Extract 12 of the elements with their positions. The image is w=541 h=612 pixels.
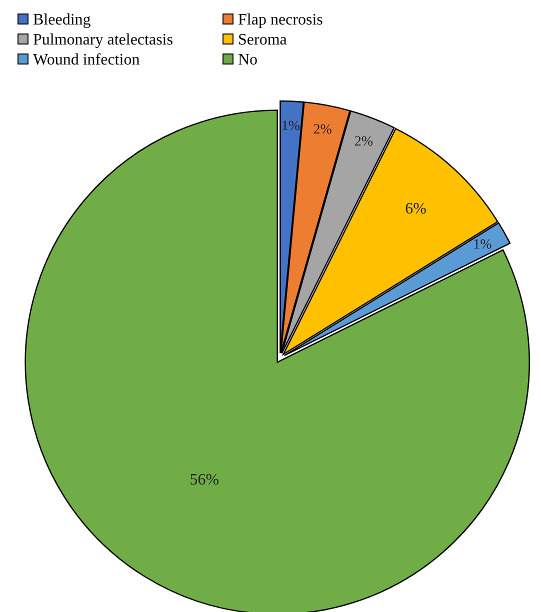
legend-label: Wound infection — [33, 52, 140, 68]
legend-label: Seroma — [238, 32, 287, 48]
legend-label: Flap necrosis — [238, 12, 323, 28]
legend-label: Pulmonary atelectasis — [33, 32, 173, 48]
data-label: 56% — [190, 472, 220, 489]
legend-label: Bleeding — [33, 12, 91, 28]
data-label: 2% — [313, 122, 332, 138]
data-label: 2% — [354, 134, 374, 150]
legend-label: No — [238, 52, 258, 68]
data-label: 1% — [473, 238, 492, 253]
data-label: 1% — [281, 118, 300, 134]
data-label: 6% — [405, 200, 426, 218]
